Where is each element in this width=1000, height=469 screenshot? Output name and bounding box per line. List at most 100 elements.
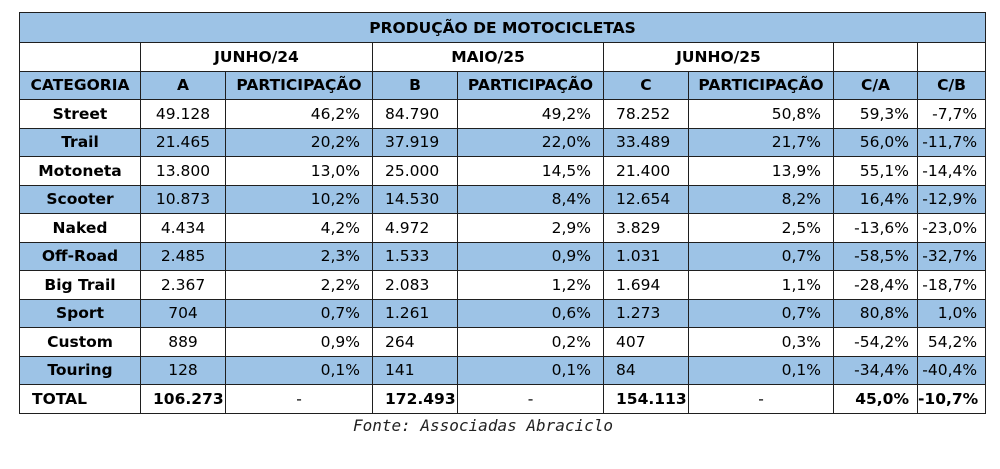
column-header: PARTICIPAÇÃO <box>225 70 373 100</box>
share-a-cell: 46,2% <box>225 99 373 129</box>
value-c-cell: 407 <box>603 327 689 357</box>
value-c-cell: 1.031 <box>603 241 689 271</box>
share-a-cell: 13,0% <box>225 156 373 186</box>
value-c-cell: 3.829 <box>603 213 689 243</box>
category-cell: Sport <box>19 298 141 328</box>
value-c-cell: 21.400 <box>603 156 689 186</box>
category-cell: Scooter <box>19 184 141 214</box>
share-c-cell: 13,9% <box>688 156 834 186</box>
period-row: JUNHO/24 MAIO/25 JUNHO/25 <box>19 42 987 72</box>
share-b-cell: 14,5% <box>457 156 604 186</box>
share-c-cell: 50,8% <box>688 99 834 129</box>
c-over-b-cell: 54,2% <box>916 327 987 357</box>
column-header: CATEGORIA <box>19 70 141 100</box>
table-title-row: PRODUÇÃO DE MOTOCICLETAS <box>18 12 987 43</box>
value-c-cell: 33.489 <box>603 127 689 157</box>
category-cell: Street <box>19 99 141 129</box>
value-a-cell: 21.465 <box>140 127 226 157</box>
value-b-cell: 14.530 <box>372 184 458 214</box>
share-c-cell: 8,2% <box>688 184 834 214</box>
column-header: C <box>603 70 689 100</box>
period-header: JUNHO/24 <box>140 42 373 72</box>
column-header: A <box>140 70 226 100</box>
value-a-cell: 128 <box>140 355 226 385</box>
share-c-cell: 21,7% <box>688 127 834 157</box>
period-empty-cell <box>19 42 141 72</box>
c-over-b-cell: -11,7% <box>916 127 987 157</box>
table-row: Big Trail 2.367 2,2% 2.083 1,2% 1.694 1,1% -28,… <box>19 270 987 300</box>
share-c-cell: 1,1% <box>688 270 834 300</box>
share-c-cell: 0,3% <box>688 327 834 357</box>
share-c-cell: 0,7% <box>688 298 834 328</box>
c-over-b-cell: -7,7% <box>916 99 987 129</box>
share-b-cell: 22,0% <box>457 127 604 157</box>
table-row: Trail 21.465 20,2% 37.919 22,0% 33.489 21,7% 56… <box>19 127 987 157</box>
total-c-over-b: -10,7% <box>916 384 987 414</box>
share-b-cell: 0,9% <box>457 241 604 271</box>
total-row: TOTAL 106.273 - 172.493 - 154.113 - 45,0… <box>19 384 987 414</box>
share-a-cell: 0,9% <box>225 327 373 357</box>
total-label: TOTAL <box>19 384 141 414</box>
value-b-cell: 1.261 <box>372 298 458 328</box>
value-b-cell: 2.083 <box>372 270 458 300</box>
share-a-cell: 2,3% <box>225 241 373 271</box>
source-caption: Fonte: Associadas Abraciclo <box>352 416 614 435</box>
period-empty-cell <box>833 42 918 72</box>
column-header: C/A <box>833 70 918 100</box>
table-row: Touring 128 0,1% 141 0,1% 84 0,1% -34,4% -40,4% <box>19 355 987 385</box>
c-over-a-cell: -54,2% <box>833 327 918 357</box>
total-c: 154.113 <box>603 384 689 414</box>
production-table: PRODUÇÃO DE MOTOCICLETAS JUNHO/24 MAIO/2… <box>18 12 987 414</box>
value-a-cell: 4.434 <box>140 213 226 243</box>
value-b-cell: 25.000 <box>372 156 458 186</box>
value-c-cell: 1.694 <box>603 270 689 300</box>
share-a-cell: 20,2% <box>225 127 373 157</box>
category-cell: Off-Road <box>19 241 141 271</box>
value-a-cell: 13.800 <box>140 156 226 186</box>
value-a-cell: 2.367 <box>140 270 226 300</box>
share-c-cell: 2,5% <box>688 213 834 243</box>
value-c-cell: 1.273 <box>603 298 689 328</box>
c-over-a-cell: -28,4% <box>833 270 918 300</box>
column-header-row: CATEGORIA A PARTICIPAÇÃO B PARTICIPAÇÃO … <box>19 70 987 100</box>
total-a: 106.273 <box>140 384 226 414</box>
share-b-cell: 1,2% <box>457 270 604 300</box>
c-over-b-cell: -18,7% <box>916 270 987 300</box>
share-c-cell: 0,1% <box>688 355 834 385</box>
c-over-a-cell: 56,0% <box>833 127 918 157</box>
table-row: Naked 4.434 4,2% 4.972 2,9% 3.829 2,5% -13,6% -2… <box>19 213 987 243</box>
c-over-b-cell: -23,0% <box>916 213 987 243</box>
period-header: JUNHO/25 <box>603 42 834 72</box>
value-c-cell: 12.654 <box>603 184 689 214</box>
column-header: PARTICIPAÇÃO <box>688 70 834 100</box>
table-row: Sport 704 0,7% 1.261 0,6% 1.273 0,7% 80,8% 1,0% <box>19 298 987 328</box>
total-c-over-a: 45,0% <box>833 384 918 414</box>
share-a-cell: 0,7% <box>225 298 373 328</box>
category-cell: Motoneta <box>19 156 141 186</box>
c-over-b-cell: -14,4% <box>916 156 987 186</box>
category-cell: Naked <box>19 213 141 243</box>
value-c-cell: 84 <box>603 355 689 385</box>
share-b-cell: 0,6% <box>457 298 604 328</box>
share-a-cell: 0,1% <box>225 355 373 385</box>
c-over-b-cell: 1,0% <box>916 298 987 328</box>
share-b-cell: 0,1% <box>457 355 604 385</box>
share-b-cell: 49,2% <box>457 99 604 129</box>
share-a-cell: 10,2% <box>225 184 373 214</box>
category-cell: Custom <box>19 327 141 357</box>
total-share-a: - <box>225 384 373 414</box>
share-c-cell: 0,7% <box>688 241 834 271</box>
table-title: PRODUÇÃO DE MOTOCICLETAS <box>18 12 987 43</box>
share-b-cell: 0,2% <box>457 327 604 357</box>
value-b-cell: 264 <box>372 327 458 357</box>
total-b: 172.493 <box>372 384 458 414</box>
value-b-cell: 1.533 <box>372 241 458 271</box>
table-row: Scooter 10.873 10,2% 14.530 8,4% 12.654 8,2% 16… <box>19 184 987 214</box>
table-body: Street 49.128 46,2% 84.790 49,2% 78.252 50,8% 5… <box>19 99 987 385</box>
value-b-cell: 4.972 <box>372 213 458 243</box>
period-empty-cell <box>916 42 987 72</box>
column-header: B <box>372 70 458 100</box>
table-row: Street 49.128 46,2% 84.790 49,2% 78.252 50,8% 5… <box>19 99 987 129</box>
c-over-a-cell: -58,5% <box>833 241 918 271</box>
value-b-cell: 141 <box>372 355 458 385</box>
